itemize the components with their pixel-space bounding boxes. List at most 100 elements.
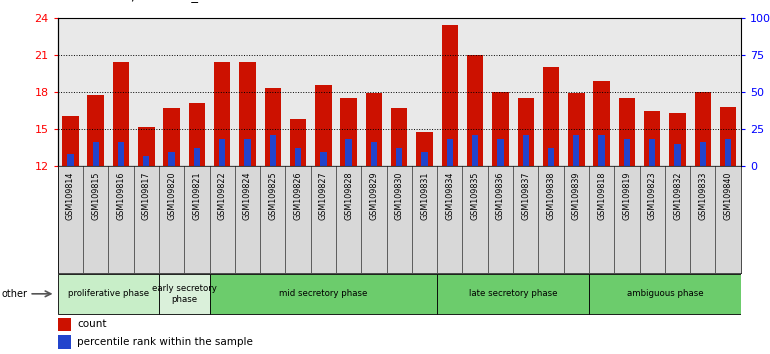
Bar (700, 142, 706, 166)
Text: percentile rank within the sample: percentile rank within the sample (77, 337, 253, 347)
Bar (366, 93, 382, 166)
Bar (346, 139, 352, 166)
Text: GSM109821: GSM109821 (192, 172, 202, 220)
Text: GSM109833: GSM109833 (698, 172, 708, 220)
Bar (669, 113, 686, 166)
Bar (286, 18, 311, 166)
Text: mid secretory phase: mid secretory phase (280, 289, 367, 298)
FancyBboxPatch shape (58, 274, 159, 314)
Bar (517, 98, 534, 166)
Bar (189, 103, 205, 166)
Bar (437, 18, 463, 166)
Text: GSM109822: GSM109822 (218, 172, 226, 220)
Bar (614, 18, 640, 166)
Bar (58, 318, 71, 331)
Bar (244, 139, 250, 166)
Text: GSM109817: GSM109817 (142, 172, 151, 220)
Bar (513, 18, 538, 166)
Bar (138, 127, 155, 166)
Bar (109, 18, 134, 166)
Bar (618, 98, 635, 166)
Bar (260, 18, 286, 166)
Text: GSM109828: GSM109828 (344, 172, 353, 220)
Text: GSM109815: GSM109815 (91, 172, 100, 220)
FancyBboxPatch shape (589, 274, 741, 314)
Bar (725, 139, 731, 166)
Text: GSM109831: GSM109831 (420, 172, 429, 220)
Bar (472, 135, 478, 166)
Bar (387, 18, 412, 166)
Bar (467, 55, 484, 166)
Bar (112, 62, 129, 166)
Bar (214, 62, 230, 166)
Bar (320, 152, 326, 166)
FancyBboxPatch shape (437, 274, 589, 314)
Text: GSM109835: GSM109835 (470, 172, 480, 220)
Bar (442, 25, 458, 166)
Bar (665, 18, 690, 166)
Bar (497, 139, 504, 166)
FancyBboxPatch shape (159, 274, 209, 314)
Bar (92, 142, 99, 166)
Bar (695, 92, 711, 166)
Bar (538, 18, 564, 166)
Bar (159, 18, 184, 166)
Bar (417, 132, 433, 166)
Text: GSM109820: GSM109820 (167, 172, 176, 220)
Bar (194, 148, 200, 166)
Bar (235, 18, 260, 166)
Bar (396, 148, 403, 166)
Text: GSM109834: GSM109834 (445, 172, 454, 220)
Bar (169, 152, 175, 166)
Text: GSM109836: GSM109836 (496, 172, 505, 220)
Bar (640, 18, 665, 166)
Bar (361, 18, 387, 166)
Bar (391, 108, 407, 166)
Bar (594, 81, 610, 166)
Text: other: other (2, 289, 28, 299)
Bar (568, 93, 584, 166)
Bar (134, 18, 159, 166)
Text: GSM109823: GSM109823 (648, 172, 657, 220)
Bar (336, 18, 361, 166)
Bar (143, 156, 149, 166)
Text: GSM109826: GSM109826 (293, 172, 303, 220)
Bar (315, 85, 332, 166)
Bar (219, 139, 226, 166)
Text: early secretory
phase: early secretory phase (152, 284, 216, 303)
Bar (715, 18, 741, 166)
Bar (492, 92, 509, 166)
Text: GSM109814: GSM109814 (66, 172, 75, 220)
Bar (295, 148, 301, 166)
Text: GSM109840: GSM109840 (724, 172, 732, 220)
Bar (463, 18, 487, 166)
Bar (163, 108, 180, 166)
Text: GSM109816: GSM109816 (116, 172, 126, 220)
Bar (340, 98, 357, 166)
Bar (83, 18, 109, 166)
Bar (265, 88, 281, 166)
Bar (58, 335, 71, 349)
Text: GSM109838: GSM109838 (547, 172, 555, 220)
Text: proliferative phase: proliferative phase (68, 289, 149, 298)
Bar (564, 18, 589, 166)
Bar (118, 142, 124, 166)
Bar (184, 18, 209, 166)
Bar (644, 110, 661, 166)
Text: late secretory phase: late secretory phase (469, 289, 557, 298)
Bar (270, 135, 276, 166)
Bar (523, 135, 529, 166)
Text: count: count (77, 319, 106, 329)
Bar (311, 18, 336, 166)
Bar (548, 148, 554, 166)
Bar (624, 139, 630, 166)
Bar (543, 67, 559, 166)
Text: GSM109832: GSM109832 (673, 172, 682, 220)
Text: GSM109830: GSM109830 (395, 172, 403, 220)
Bar (598, 135, 604, 166)
Text: GSM109818: GSM109818 (597, 172, 606, 220)
Bar (487, 18, 513, 166)
Text: GSM109824: GSM109824 (243, 172, 252, 220)
Bar (649, 139, 655, 166)
Bar (88, 95, 104, 166)
